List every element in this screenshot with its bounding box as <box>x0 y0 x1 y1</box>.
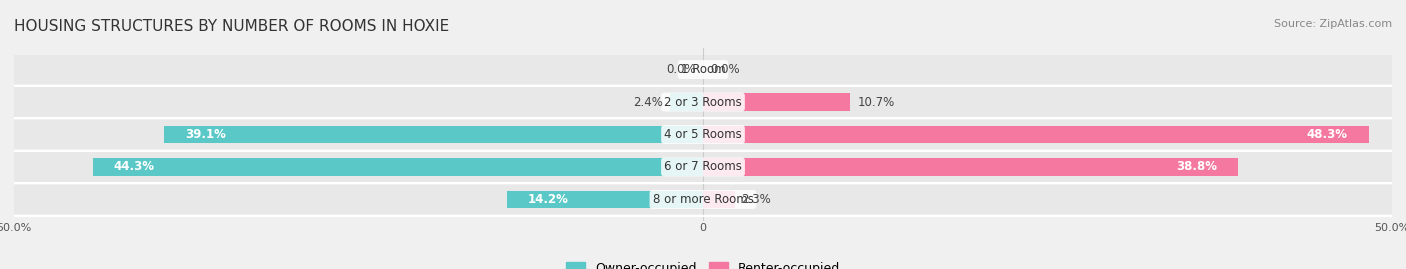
Bar <box>703 185 1392 214</box>
Text: 44.3%: 44.3% <box>114 161 155 174</box>
Text: 8 or more Rooms: 8 or more Rooms <box>652 193 754 206</box>
Bar <box>669 93 703 111</box>
Bar <box>508 190 703 208</box>
Text: 4 or 5 Rooms: 4 or 5 Rooms <box>664 128 742 141</box>
Text: 39.1%: 39.1% <box>186 128 226 141</box>
Bar <box>703 93 851 111</box>
Bar <box>703 190 735 208</box>
Bar <box>14 120 703 149</box>
Bar <box>14 87 703 117</box>
Text: 14.2%: 14.2% <box>529 193 569 206</box>
Text: 2 or 3 Rooms: 2 or 3 Rooms <box>664 95 742 108</box>
Text: 10.7%: 10.7% <box>858 95 894 108</box>
Text: 1 Room: 1 Room <box>681 63 725 76</box>
Bar <box>93 158 703 176</box>
Text: Source: ZipAtlas.com: Source: ZipAtlas.com <box>1274 19 1392 29</box>
Text: 6 or 7 Rooms: 6 or 7 Rooms <box>664 161 742 174</box>
Text: 48.3%: 48.3% <box>1306 128 1348 141</box>
Bar <box>165 126 703 143</box>
Text: 2.3%: 2.3% <box>741 193 772 206</box>
Text: 0.0%: 0.0% <box>666 63 696 76</box>
Bar <box>703 87 1392 117</box>
Legend: Owner-occupied, Renter-occupied: Owner-occupied, Renter-occupied <box>561 257 845 269</box>
Bar <box>14 55 703 84</box>
Bar <box>703 158 1237 176</box>
Text: HOUSING STRUCTURES BY NUMBER OF ROOMS IN HOXIE: HOUSING STRUCTURES BY NUMBER OF ROOMS IN… <box>14 19 450 34</box>
Text: 0.0%: 0.0% <box>710 63 740 76</box>
Bar <box>703 120 1392 149</box>
Text: 2.4%: 2.4% <box>633 95 664 108</box>
Bar <box>14 185 703 214</box>
Bar <box>14 152 703 182</box>
Text: 38.8%: 38.8% <box>1175 161 1218 174</box>
Bar <box>703 126 1368 143</box>
Bar <box>703 152 1392 182</box>
Bar <box>703 55 1392 84</box>
